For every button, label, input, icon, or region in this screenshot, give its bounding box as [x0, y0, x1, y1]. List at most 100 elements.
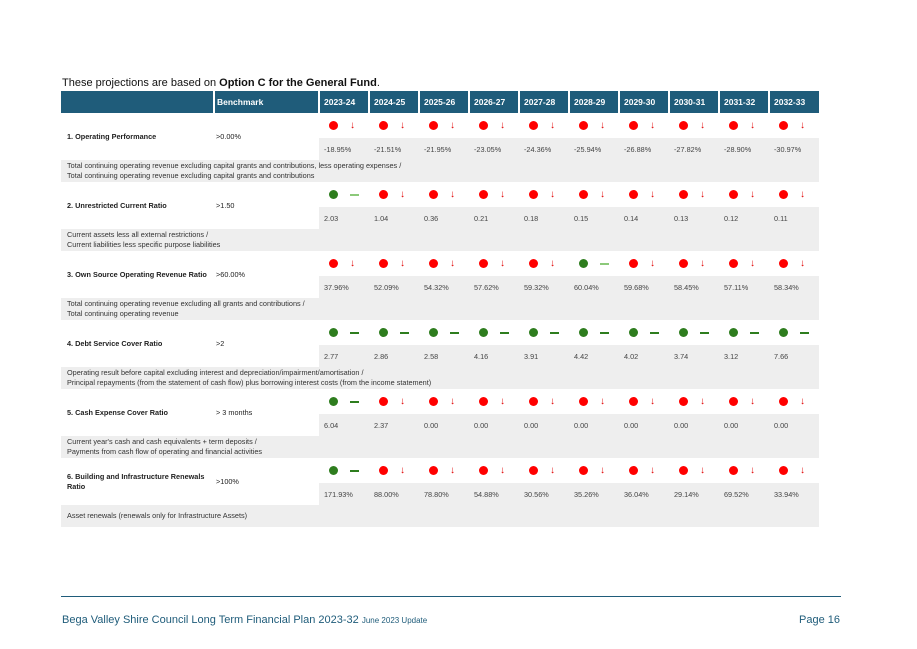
- value-cell: -23.05%: [469, 138, 519, 160]
- red-status-dot-icon: [579, 397, 588, 407]
- value-cell: 0.18: [519, 207, 569, 229]
- status-cell: [519, 320, 569, 345]
- red-status-dot-icon: [379, 466, 388, 476]
- header-year: 2024-25: [368, 91, 419, 113]
- status-cell: [419, 320, 469, 345]
- value-cell: 2.86: [369, 345, 419, 367]
- green-status-dot-icon: [429, 328, 438, 338]
- indicator-definition: Operating result before capital excludin…: [61, 367, 819, 389]
- header-year: 2028-29: [568, 91, 619, 113]
- status-cell: ↓: [519, 458, 569, 483]
- red-status-dot-icon: [529, 121, 538, 131]
- status-cell: ↓: [719, 389, 769, 414]
- value-cell: -27.82%: [669, 138, 719, 160]
- down-arrow-icon: ↓: [650, 257, 655, 269]
- header-benchmark: Benchmark: [213, 91, 319, 113]
- value-cell: 37.96%: [319, 276, 369, 298]
- status-cell: ↓: [519, 113, 569, 138]
- red-status-dot-icon: [579, 121, 588, 131]
- definition-line: Current assets less all external restric…: [67, 230, 209, 239]
- status-cell: ↓: [469, 458, 519, 483]
- value-cell: 4.42: [569, 345, 619, 367]
- green-status-dot-icon: [329, 466, 338, 476]
- status-cell: ↓: [669, 458, 719, 483]
- down-arrow-icon: ↓: [600, 395, 605, 407]
- red-status-dot-icon: [479, 397, 488, 407]
- indicator-status-row: 6. Building and Infrastructure Renewals …: [61, 458, 819, 490]
- status-cell: ↓: [469, 113, 519, 138]
- status-cell: [769, 320, 819, 345]
- red-status-dot-icon: [529, 190, 538, 200]
- down-arrow-icon: ↓: [750, 395, 755, 407]
- indicator-definition-row: Current assets less all external restric…: [61, 229, 819, 251]
- status-cell: ↓: [569, 113, 619, 138]
- down-arrow-icon: ↓: [350, 257, 355, 269]
- red-status-dot-icon: [679, 466, 688, 476]
- green-status-dot-icon: [679, 328, 688, 338]
- status-cell: ↓: [469, 389, 519, 414]
- down-arrow-icon: ↓: [650, 119, 655, 131]
- down-arrow-icon: ↓: [750, 119, 755, 131]
- down-arrow-icon: ↓: [600, 464, 605, 476]
- indicator-definition-row: Current year's cash and cash equivalents…: [61, 436, 819, 458]
- value-cell: 0.21: [469, 207, 519, 229]
- flat-trend-dash-icon: [800, 332, 809, 334]
- value-cell: -25.94%: [569, 138, 619, 160]
- indicator-definition-row: Asset renewals (renewals only for Infras…: [61, 505, 819, 527]
- red-status-dot-icon: [729, 397, 738, 407]
- down-arrow-icon: ↓: [450, 464, 455, 476]
- flat-trend-dash-icon: [650, 332, 659, 334]
- indicator-definition: Total continuing operating revenue exclu…: [61, 298, 819, 320]
- down-arrow-icon: ↓: [400, 119, 405, 131]
- flat-trend-dash-icon: [350, 470, 359, 472]
- header-year: 2027-28: [518, 91, 569, 113]
- footer-title-text: Bega Valley Shire Council Long Term Fina…: [62, 614, 359, 626]
- down-arrow-icon: ↓: [800, 188, 805, 200]
- value-cell: 0.00: [519, 414, 569, 436]
- value-cell: 36.04%: [619, 483, 669, 505]
- header-year: 2025-26: [418, 91, 469, 113]
- status-cell: ↓: [369, 182, 419, 207]
- header-year: 2031-32: [718, 91, 769, 113]
- status-cell: ↓: [369, 458, 419, 483]
- status-cell: [719, 320, 769, 345]
- value-cell: 0.00: [769, 414, 819, 436]
- indicator-benchmark: >60.00%: [216, 270, 246, 279]
- indicator-definition-row: Total continuing operating revenue exclu…: [61, 298, 819, 320]
- status-cell: ↓: [619, 182, 669, 207]
- indicator-definition-row: Total continuing operating revenue exclu…: [61, 160, 819, 182]
- flat-trend-dash-icon: [500, 332, 509, 334]
- status-cell: [619, 320, 669, 345]
- down-arrow-icon: ↓: [700, 188, 705, 200]
- value-cell: -18.95%: [319, 138, 369, 160]
- table-header-row: Benchmark 2023-24 2024-25 2025-26 2026-2…: [61, 91, 819, 113]
- flat-trend-dash-icon: [750, 332, 759, 334]
- status-cell: [569, 251, 619, 276]
- footer-divider: [61, 596, 841, 597]
- down-arrow-icon: ↓: [600, 188, 605, 200]
- status-cell: [319, 389, 369, 414]
- down-arrow-icon: ↓: [700, 119, 705, 131]
- down-arrow-icon: ↓: [550, 395, 555, 407]
- red-status-dot-icon: [779, 259, 788, 269]
- green-status-dot-icon: [579, 328, 588, 338]
- indicator-value-row: 171.93% 88.00% 78.80% 54.88% 30.56% 35.26% 36.…: [61, 483, 819, 505]
- intro-bold: Option C for the General Fund: [219, 77, 377, 89]
- definition-line: Payments from cash flow of operating and…: [67, 447, 263, 456]
- value-cell: 59.32%: [519, 276, 569, 298]
- value-cell: -21.51%: [369, 138, 419, 160]
- value-cell: 6.04: [319, 414, 369, 436]
- down-arrow-icon: ↓: [450, 119, 455, 131]
- indicator-name: 5. Cash Expense Cover Ratio: [67, 407, 168, 417]
- value-cell: 0.00: [719, 414, 769, 436]
- status-cell: ↓: [669, 113, 719, 138]
- down-arrow-icon: ↓: [800, 395, 805, 407]
- flat-trend-dash-icon: [400, 332, 409, 334]
- status-cell: ↓: [519, 182, 569, 207]
- value-cell: 0.36: [419, 207, 469, 229]
- status-cell: ↓: [719, 251, 769, 276]
- status-cell: ↓: [419, 251, 469, 276]
- red-status-dot-icon: [779, 190, 788, 200]
- value-cell: 2.03: [319, 207, 369, 229]
- down-arrow-icon: ↓: [500, 395, 505, 407]
